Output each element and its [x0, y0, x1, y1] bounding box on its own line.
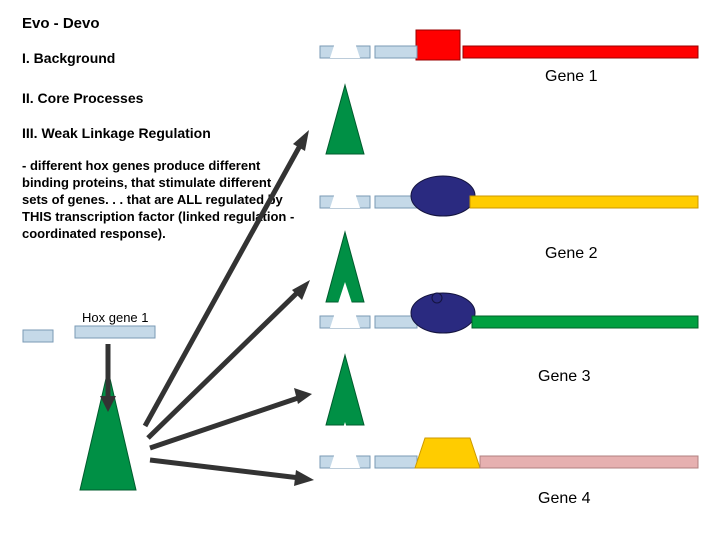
- gene-row-3: [320, 282, 698, 333]
- gene-row-1: [320, 12, 698, 60]
- tf-triangle-1: [326, 85, 364, 154]
- gene-row-2: [320, 162, 698, 216]
- gene-row-4: [320, 422, 698, 468]
- hox-gene-boxes: [23, 326, 155, 342]
- tf-triangle-3: [326, 355, 364, 425]
- hox-arrows: [100, 130, 314, 486]
- diagram-svg: [0, 0, 720, 540]
